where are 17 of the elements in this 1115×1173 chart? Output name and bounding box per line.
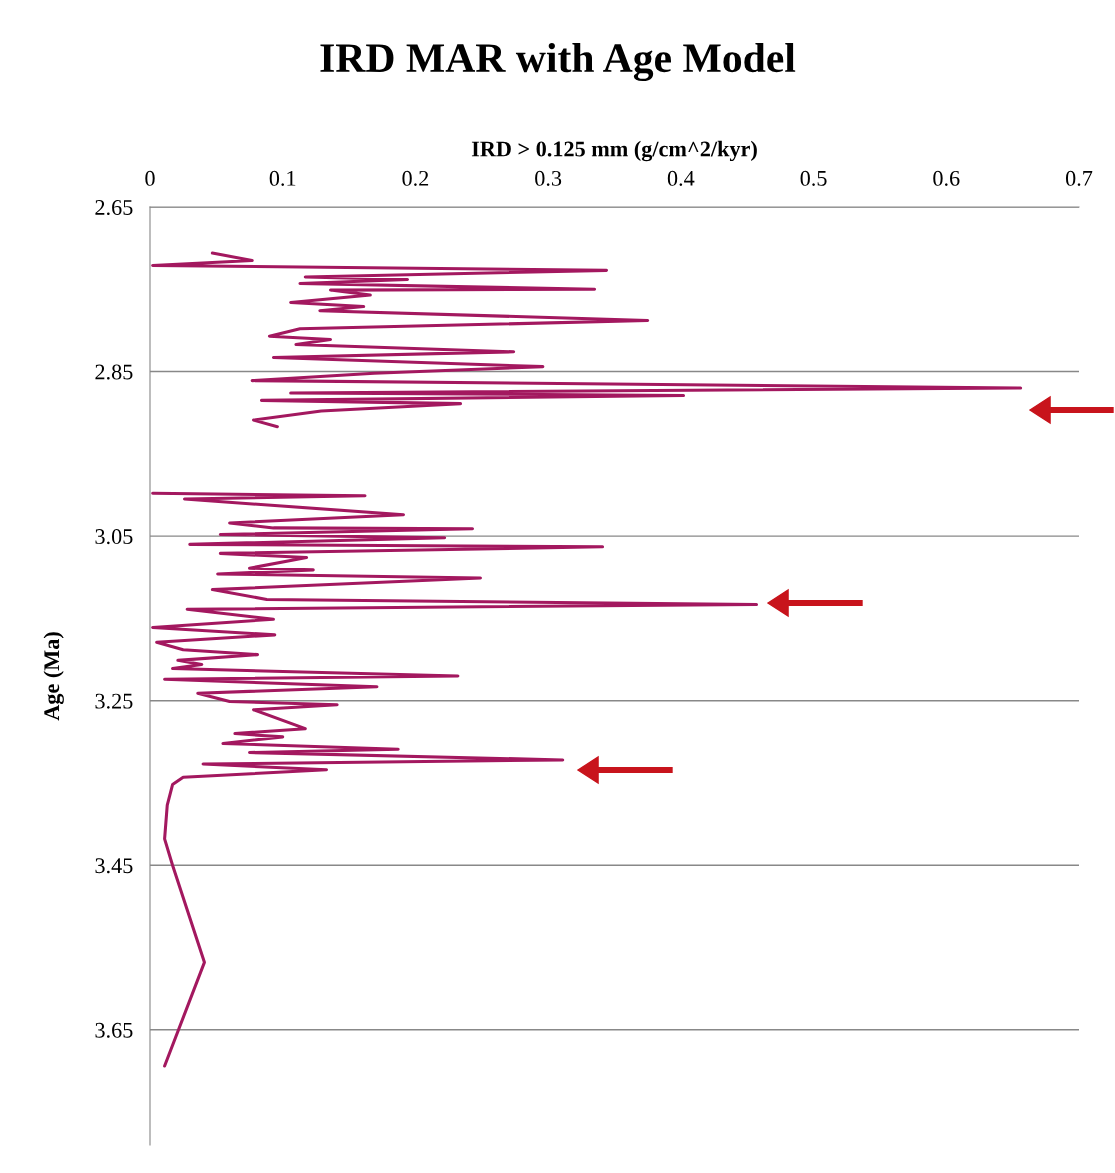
x-tick-label: 0.5 xyxy=(800,170,827,186)
y-axis-title: Age (Ma) xyxy=(43,632,64,721)
y-tick-label: 3.65 xyxy=(95,1022,133,1038)
x-tick-label: 0.7 xyxy=(1065,170,1093,186)
x-axis-title: IRD > 0.125 mm (g/cm^2/kyr) xyxy=(471,140,757,162)
y-tick-label: 3.05 xyxy=(95,529,133,545)
y-tick-label: 2.65 xyxy=(95,199,133,216)
y-tick-label: 2.85 xyxy=(95,364,133,380)
x-tick-label: 0.6 xyxy=(933,170,960,186)
y-tick-label: 3.25 xyxy=(95,693,133,709)
y-tick-label: 3.45 xyxy=(95,858,133,874)
x-tick-label: 0 xyxy=(145,170,155,186)
x-tick-label: 0.1 xyxy=(269,170,296,186)
x-tick-label: 0.4 xyxy=(667,170,695,186)
chart-title: IRD MAR with Age Model xyxy=(320,42,796,82)
x-tick-label: 0.3 xyxy=(535,170,562,186)
x-tick-label: 0.2 xyxy=(402,170,429,186)
